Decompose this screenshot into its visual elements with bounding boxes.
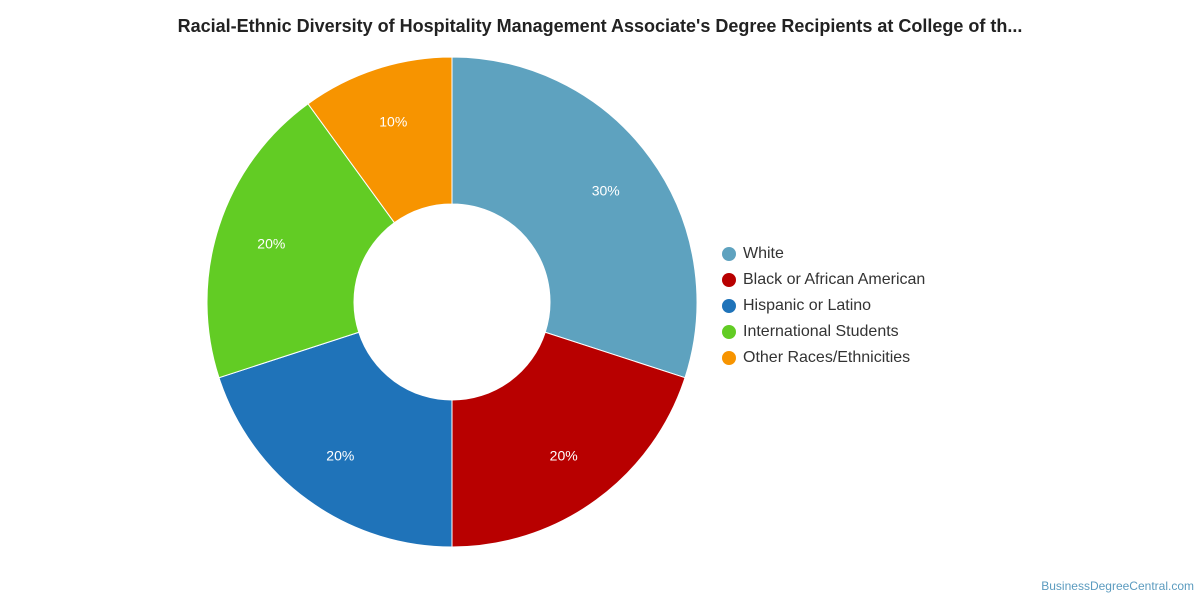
slice-hispanic-or-latino[interactable] [218,331,453,548]
legend-label: Black or African American [743,271,926,288]
legend-swatch-icon [722,351,736,365]
slice-international-students[interactable] [206,103,396,379]
slice-label-other-races-ethnicities: 10% [379,113,407,129]
legend-item-other-races-ethnicities[interactable]: Other Races/Ethnicities [722,345,925,371]
slice-label-black-or-african-american: 20% [550,448,578,464]
source-credit[interactable]: BusinessDegreeCentral.com [1041,579,1194,593]
legend-label: Hispanic or Latino [743,297,872,314]
legend-item-hispanic-or-latino[interactable]: Hispanic or Latino [722,293,925,319]
legend-swatch-icon [722,273,736,287]
slice-white[interactable] [451,56,698,379]
chart-legend: White Black or African American Hispanic o… [722,241,925,371]
chart-title: Racial-Ethnic Diversity of Hospitality M… [177,16,1023,36]
slice-other-races-ethnicities[interactable] [307,56,453,224]
slice-label-international-students: 20% [257,235,285,251]
legend-swatch-icon [722,299,736,313]
legend-item-international-students[interactable]: International Students [722,319,925,345]
legend-item-black-or-african-american[interactable]: Black or African American [722,267,925,293]
legend-item-white[interactable]: White [722,241,925,267]
legend-swatch-icon [722,247,736,261]
slice-black-or-african-american[interactable] [451,331,686,548]
legend-label: International Students [743,323,899,340]
slice-label-white: 30% [592,182,620,198]
slice-label-hispanic-or-latino: 20% [326,448,354,464]
legend-label: White [743,245,784,262]
legend-label: Other Races/Ethnicities [743,349,911,366]
legend-swatch-icon [722,325,736,339]
